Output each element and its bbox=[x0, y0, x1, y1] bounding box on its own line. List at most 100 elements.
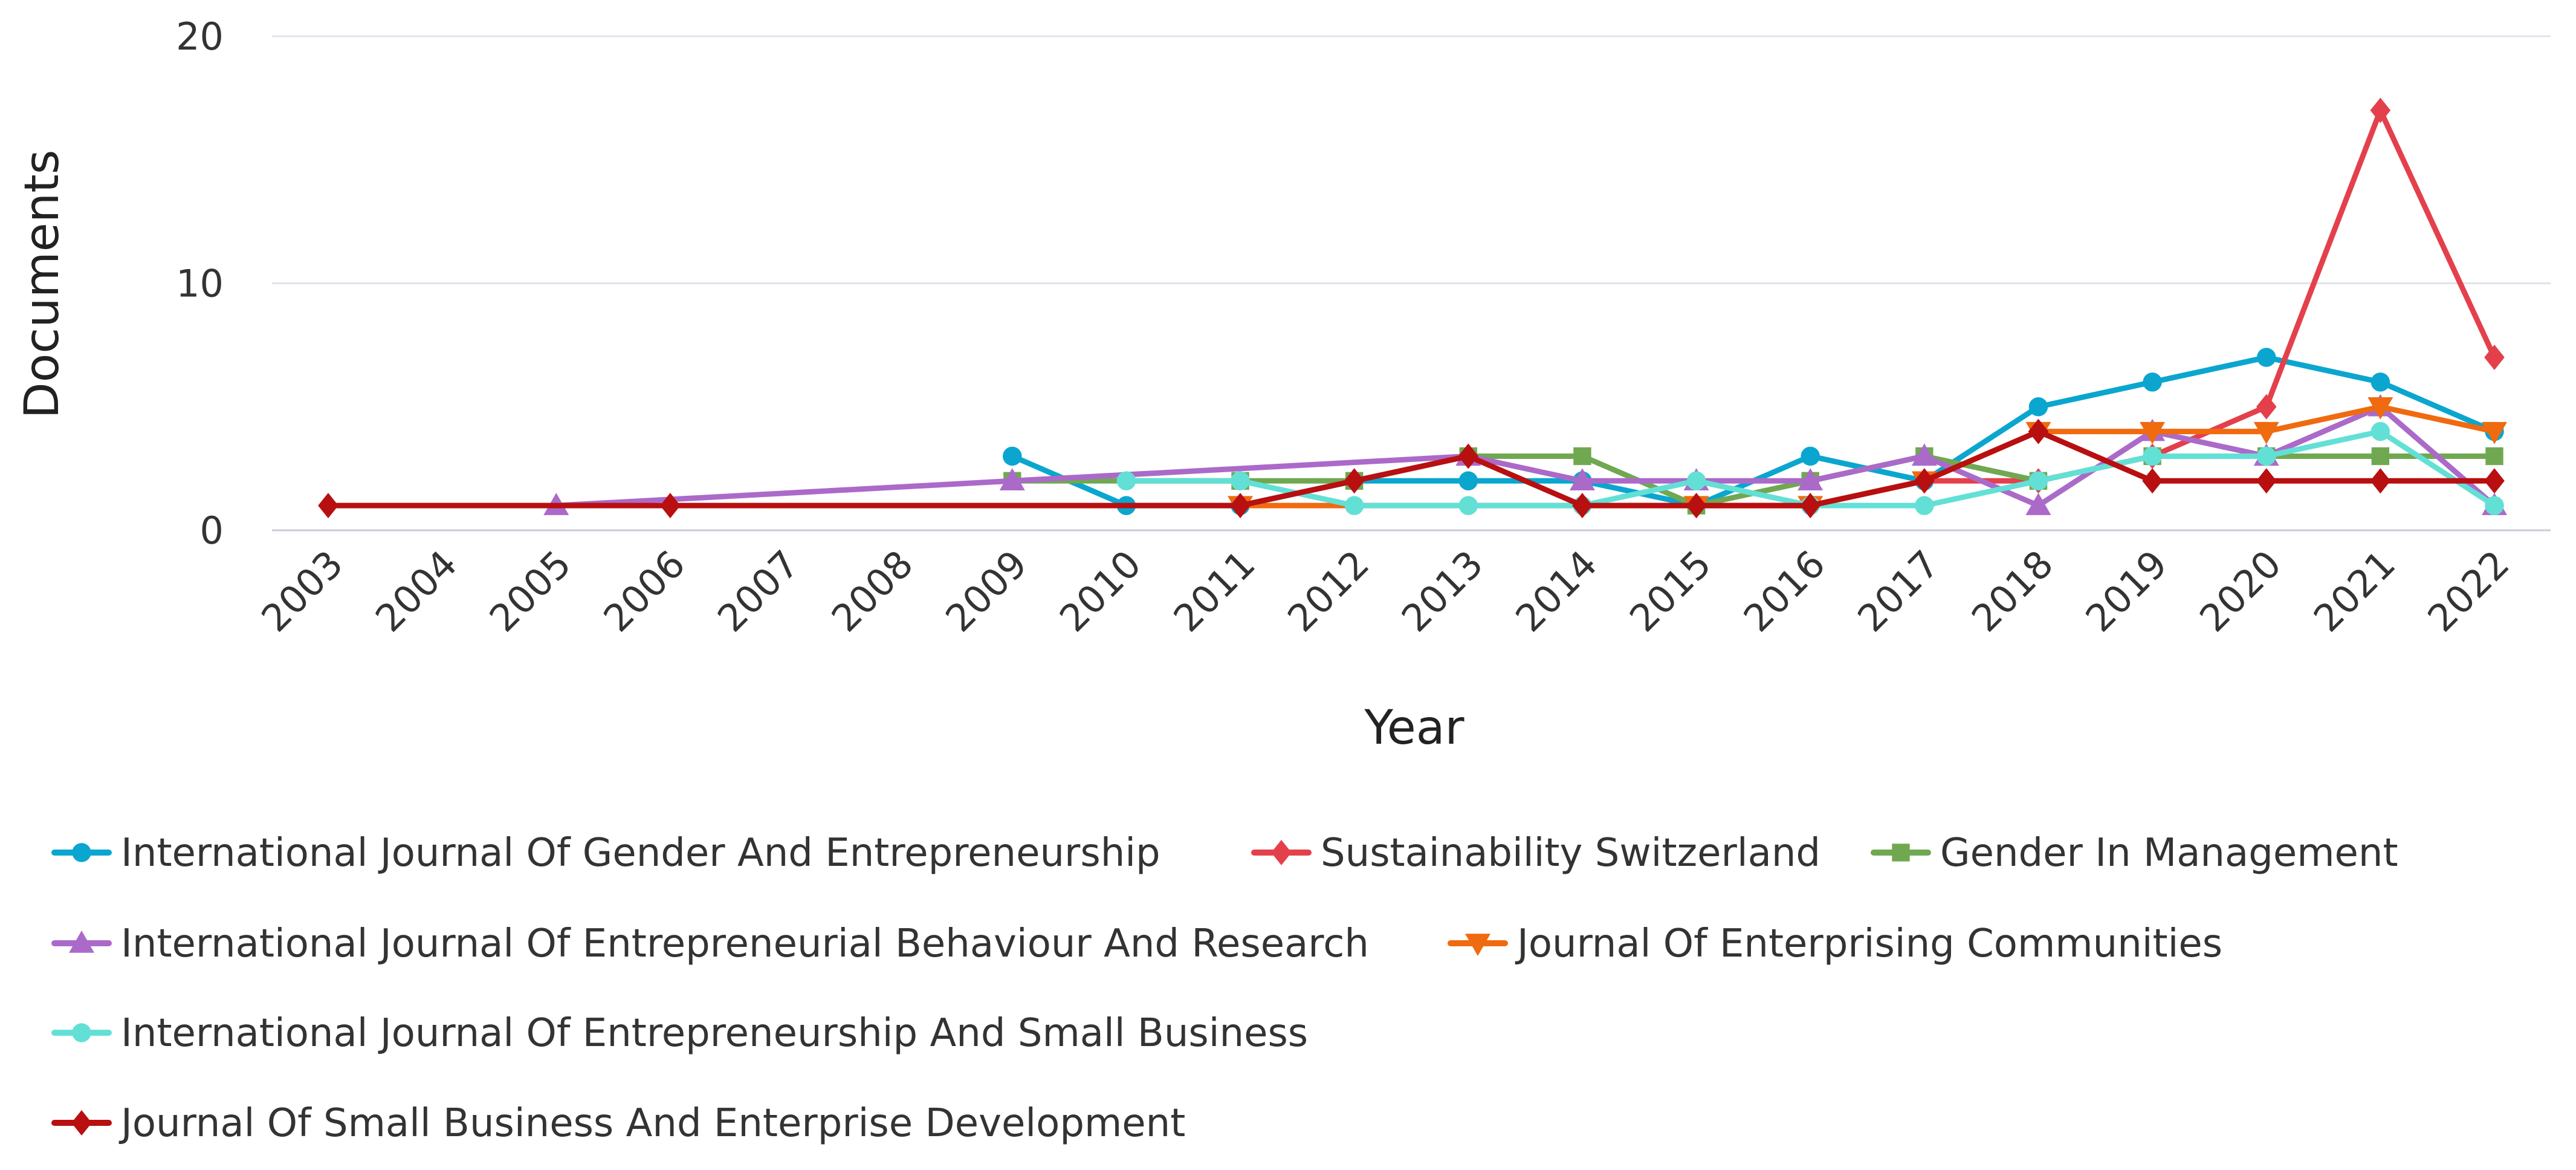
data-point bbox=[2371, 421, 2390, 441]
legend-item[interactable]: Sustainability Switzerland bbox=[1251, 831, 1820, 876]
data-point bbox=[2028, 418, 2049, 444]
data-point bbox=[2367, 397, 2393, 420]
data-point bbox=[2256, 348, 2276, 367]
data-point bbox=[1231, 471, 1250, 491]
data-point bbox=[1458, 471, 1478, 491]
legend-marker bbox=[71, 1110, 92, 1136]
data-point bbox=[1798, 468, 1824, 491]
legend-label: Journal Of Enterprising Communities bbox=[1515, 921, 2222, 966]
data-point bbox=[2028, 471, 2048, 491]
data-point bbox=[2143, 446, 2162, 466]
y-axis-ticks: 0 10 20 bbox=[176, 15, 224, 553]
y-tick-label: 20 bbox=[176, 15, 224, 59]
legend-item[interactable]: Gender In Management bbox=[1871, 831, 2398, 876]
legend-item[interactable]: Journal Of Small Business And Enterprise… bbox=[51, 1101, 1185, 1146]
data-point bbox=[2484, 345, 2505, 371]
data-point bbox=[2484, 468, 2505, 494]
legend-marker bbox=[72, 1023, 91, 1042]
series-line bbox=[325, 429, 2497, 509]
data-point bbox=[1686, 471, 1706, 491]
data-point bbox=[2485, 496, 2504, 515]
x-tick-label: 2017 bbox=[1849, 542, 1947, 640]
x-tick-label: 2018 bbox=[1963, 542, 2062, 640]
legend-marker bbox=[1271, 840, 1292, 865]
data-point bbox=[1344, 468, 1365, 494]
x-tick-label: 2006 bbox=[595, 542, 693, 640]
data-point bbox=[2371, 447, 2390, 466]
legend-marker bbox=[1465, 934, 1490, 956]
x-tick-label: 2020 bbox=[2191, 542, 2290, 640]
legend-label: Gender In Management bbox=[1940, 831, 2398, 876]
legend-marker bbox=[69, 931, 94, 953]
data-point bbox=[1116, 471, 1136, 491]
data-point bbox=[1458, 496, 1478, 515]
data-point bbox=[1914, 468, 1935, 494]
x-tick-label: 2019 bbox=[2077, 542, 2176, 640]
x-tick-label: 2012 bbox=[1279, 542, 1377, 640]
series-layer bbox=[318, 97, 2507, 519]
data-point bbox=[2256, 468, 2277, 494]
data-point bbox=[1458, 443, 1479, 469]
data-point bbox=[2025, 493, 2051, 515]
data-point bbox=[1230, 493, 1251, 519]
x-tick-label: 2004 bbox=[367, 542, 465, 640]
x-tick-label: 2011 bbox=[1165, 542, 1263, 640]
data-point bbox=[2143, 372, 2162, 392]
x-tick-label: 2008 bbox=[823, 542, 922, 640]
data-point bbox=[1572, 493, 1593, 519]
data-point bbox=[1344, 496, 1364, 515]
legend: International Journal Of Gender And Entr… bbox=[51, 831, 2398, 1146]
data-point bbox=[1573, 447, 1591, 466]
data-point bbox=[2370, 468, 2391, 494]
data-point bbox=[1911, 443, 1937, 466]
legend-label: Journal Of Small Business And Enterprise… bbox=[118, 1101, 1185, 1146]
legend-item[interactable]: Journal Of Enterprising Communities bbox=[1448, 921, 2222, 966]
x-axis-title: Year bbox=[1364, 701, 1464, 755]
y-tick-label: 0 bbox=[200, 509, 224, 553]
x-axis-ticks: 2003 2004 2005 2006 2007 2008 2009 2010 2011 2012… bbox=[253, 542, 2517, 640]
y-axis-title: Documents bbox=[15, 150, 70, 419]
legend-item[interactable]: International Journal Of Entrepreneurial… bbox=[51, 921, 1369, 966]
x-tick-label: 2016 bbox=[1735, 542, 1834, 640]
data-point bbox=[2140, 421, 2166, 444]
series-7 bbox=[318, 418, 2505, 519]
data-point bbox=[1686, 493, 1707, 519]
data-point bbox=[1003, 446, 1022, 466]
data-point bbox=[1569, 468, 1595, 491]
data-point bbox=[2485, 447, 2503, 466]
data-point bbox=[2371, 372, 2390, 392]
x-tick-label: 2013 bbox=[1393, 542, 1492, 640]
data-point bbox=[2370, 97, 2391, 123]
x-tick-label: 2021 bbox=[2305, 542, 2404, 640]
legend-item[interactable]: International Journal Of Gender And Entr… bbox=[51, 831, 1160, 876]
legend-marker bbox=[72, 843, 91, 862]
x-tick-label: 2009 bbox=[937, 542, 1035, 640]
data-point bbox=[318, 493, 338, 519]
data-point bbox=[660, 493, 681, 519]
data-point bbox=[2256, 394, 2277, 420]
data-point bbox=[2142, 468, 2163, 494]
x-tick-label: 2010 bbox=[1051, 542, 1150, 640]
legend-marker bbox=[1892, 843, 1910, 862]
data-point bbox=[2253, 421, 2279, 444]
x-tick-label: 2007 bbox=[709, 542, 807, 640]
data-point bbox=[1800, 493, 1821, 519]
legend-item[interactable]: International Journal Of Entrepreneurshi… bbox=[51, 1011, 1308, 1056]
legend-label: Sustainability Switzerland bbox=[1321, 831, 1820, 876]
data-point bbox=[2482, 421, 2507, 444]
data-point bbox=[2028, 397, 2048, 417]
data-point bbox=[1801, 446, 1820, 466]
x-tick-label: 2003 bbox=[253, 542, 351, 640]
series-line bbox=[553, 404, 2497, 509]
legend-label: International Journal Of Entrepreneurial… bbox=[121, 921, 1369, 966]
data-point bbox=[1915, 496, 1934, 515]
data-point bbox=[2256, 446, 2276, 466]
data-point bbox=[999, 468, 1025, 491]
x-tick-label: 2005 bbox=[481, 542, 580, 640]
series-6 bbox=[1116, 421, 2504, 515]
series-line bbox=[1694, 108, 2497, 509]
legend-label: International Journal Of Gender And Entr… bbox=[121, 831, 1160, 876]
x-tick-label: 2022 bbox=[2419, 542, 2517, 640]
